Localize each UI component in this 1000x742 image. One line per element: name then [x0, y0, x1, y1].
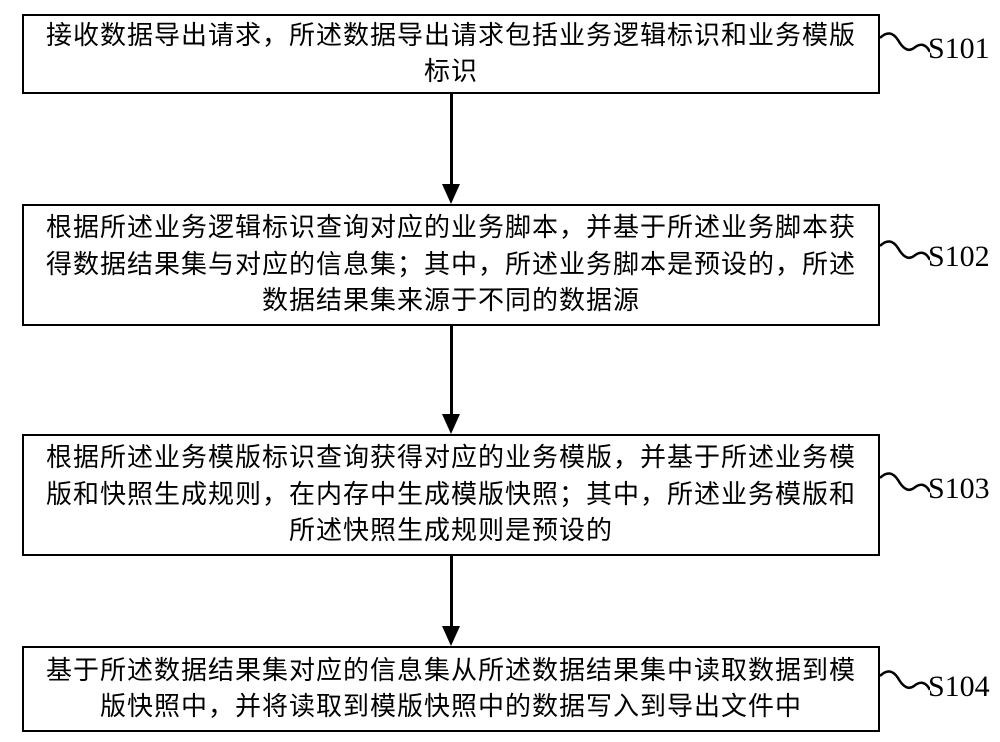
connector-squiggle-s101 — [880, 30, 930, 70]
step-box-s103: 根据所述业务模版标识查询获得对应的业务模版，并基于所述业务模版和快照生成规则，在… — [22, 434, 880, 556]
step-box-s101: 接收数据导出请求，所述数据导出请求包括业务逻辑标识和业务模版标识 — [22, 14, 880, 94]
step-label-s103: S103 — [928, 472, 990, 506]
step-label-s101: S101 — [928, 32, 990, 66]
connector-squiggle-s102 — [880, 238, 930, 278]
step-label-s102: S102 — [928, 240, 990, 274]
arrow-head-2 — [442, 414, 460, 434]
arrow-head-3 — [442, 626, 460, 646]
flowchart-container: 接收数据导出请求，所述数据导出请求包括业务逻辑标识和业务模版标识 S101 根据… — [0, 0, 1000, 742]
arrow-head-1 — [442, 184, 460, 204]
step-text-s104: 基于所述数据结果集对应的信息集从所述数据结果集中读取数据到模版快照中，并将读取到… — [44, 653, 858, 726]
step-text-s102: 根据所述业务逻辑标识查询对应的业务脚本，并基于所述业务脚本获得数据结果集与对应的… — [44, 210, 858, 319]
step-box-s104: 基于所述数据结果集对应的信息集从所述数据结果集中读取数据到模版快照中，并将读取到… — [22, 646, 880, 732]
step-text-s103: 根据所述业务模版标识查询获得对应的业务模版，并基于所述业务模版和快照生成规则，在… — [44, 440, 858, 549]
step-box-s102: 根据所述业务逻辑标识查询对应的业务脚本，并基于所述业务脚本获得数据结果集与对应的… — [22, 204, 880, 326]
arrow-line-2 — [450, 326, 453, 416]
step-text-s101: 接收数据导出请求，所述数据导出请求包括业务逻辑标识和业务模版标识 — [44, 18, 858, 91]
step-label-s104: S104 — [928, 670, 990, 704]
arrow-line-1 — [450, 94, 453, 186]
connector-squiggle-s104 — [880, 668, 930, 708]
connector-squiggle-s103 — [880, 470, 930, 510]
arrow-line-3 — [450, 556, 453, 628]
